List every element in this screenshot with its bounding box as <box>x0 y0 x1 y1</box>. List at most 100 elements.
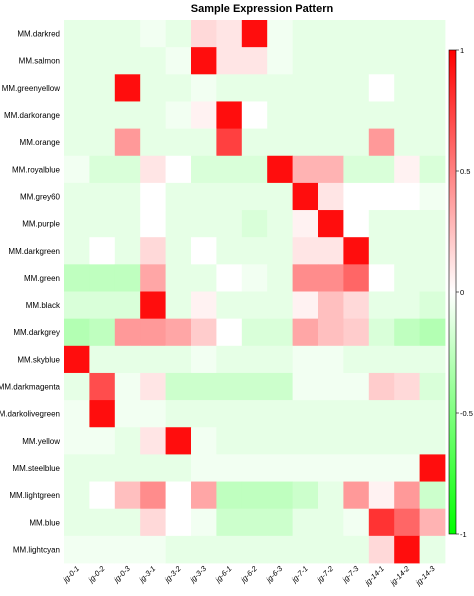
heatmap-cell <box>343 237 370 265</box>
heatmap-cell <box>89 345 116 374</box>
heatmap-cell <box>165 400 192 428</box>
heatmap-cell <box>165 47 192 75</box>
heatmap-cell <box>89 155 116 184</box>
heatmap-cell <box>267 481 293 510</box>
heatmap-cell <box>140 372 166 401</box>
heatmap-cell <box>89 20 116 48</box>
heatmap-cell <box>267 47 293 75</box>
heatmap-cell <box>216 427 243 455</box>
colorbar: 1 0.5 0 -0.5 -1 <box>448 46 473 539</box>
column-label: jg-3-3 <box>187 563 208 584</box>
heatmap-cell <box>191 318 217 347</box>
heatmap-cell <box>140 318 166 347</box>
heatmap-cell <box>64 210 90 238</box>
heatmap-cell <box>89 372 116 401</box>
heatmap-cell <box>216 210 243 238</box>
heatmap-cell <box>114 400 141 428</box>
heatmap-cell <box>140 400 166 428</box>
heatmap-cell <box>394 318 420 347</box>
row-label: MM.skyblue <box>17 355 60 364</box>
heatmap-cell <box>368 128 395 157</box>
column-label: jg-0-2 <box>86 563 107 584</box>
heatmap-cell <box>267 508 293 537</box>
heatmap-cell <box>64 454 90 482</box>
heatmap-cell <box>419 47 446 75</box>
row-label: MM.yellow <box>22 437 60 446</box>
heatmap-cell <box>292 210 319 238</box>
heatmap-cell <box>419 182 446 211</box>
heatmap-cell <box>140 454 166 482</box>
heatmap-cell <box>267 101 293 129</box>
heatmap-cell <box>292 427 319 455</box>
heatmap-cell <box>318 47 344 75</box>
heatmap-cell <box>267 400 293 428</box>
heatmap-cell <box>267 427 293 455</box>
heatmap-cell <box>241 345 268 374</box>
column-label: jg-14-3 <box>413 563 437 587</box>
heatmap-cell <box>216 372 243 401</box>
heatmap-cell <box>343 47 370 75</box>
heatmap-cell <box>165 345 192 374</box>
heatmap-cell <box>64 400 90 428</box>
heatmap-cell <box>343 74 370 102</box>
heatmap-cell <box>140 291 166 320</box>
heatmap-cell <box>267 291 293 320</box>
column-labels: jg-0-1 jg-0-2 jg-0-3 jg-3-1 jg-3-2 jg-3-3 jg-6… <box>60 563 437 587</box>
heatmap-cell <box>114 47 141 75</box>
heatmap-cell <box>419 427 446 455</box>
heatmap-cell <box>368 155 395 184</box>
heatmap-cell <box>368 291 395 320</box>
heatmap-cell <box>140 264 166 292</box>
heatmap-cell <box>343 535 370 564</box>
heatmap-cell <box>267 372 293 401</box>
heatmap-cell <box>114 372 141 401</box>
heatmap-cell <box>292 318 319 347</box>
heatmap-cell <box>343 481 370 510</box>
heatmap-cell <box>165 481 192 510</box>
heatmap-cell <box>394 345 420 374</box>
heatmap-cell <box>318 74 344 102</box>
heatmap-cell <box>419 454 446 482</box>
heatmap-cell <box>318 318 344 347</box>
heatmap-cell <box>64 237 90 265</box>
heatmap-cell <box>394 291 420 320</box>
heatmap-cell <box>368 400 395 428</box>
heatmap-cell <box>64 264 90 292</box>
heatmap-cell <box>191 128 217 157</box>
heatmap-cell <box>292 74 319 102</box>
row-label: MM.royalblue <box>12 165 61 174</box>
heatmap-cell <box>241 400 268 428</box>
heatmap-cell <box>419 481 446 510</box>
heatmap-cell <box>89 101 116 129</box>
heatmap-cell <box>165 237 192 265</box>
heatmap-cell <box>318 101 344 129</box>
heatmap-cell <box>241 101 268 129</box>
heatmap-cell <box>64 318 90 347</box>
heatmap-cell <box>343 454 370 482</box>
heatmap-cell <box>140 345 166 374</box>
colorbar-gradient <box>448 49 457 535</box>
colorbar-tick-label: 0.5 <box>460 167 470 176</box>
column-label: jg-3-1 <box>137 564 158 585</box>
heatmap-cell <box>241 427 268 455</box>
heatmap-cell <box>267 237 293 265</box>
heatmap-cell <box>394 74 420 102</box>
heatmap-cell <box>368 427 395 455</box>
heatmap-cell <box>419 318 446 347</box>
heatmap-cell <box>241 210 268 238</box>
row-label: MM.steelblue <box>12 464 60 473</box>
heatmap-cell <box>89 74 116 102</box>
heatmap-cell <box>216 20 243 48</box>
heatmap-cell <box>318 508 344 537</box>
heatmap-cell <box>267 182 293 211</box>
heatmap-cell <box>165 535 192 564</box>
column-label: jg-6-3 <box>264 563 285 584</box>
heatmap-cell <box>318 291 344 320</box>
heatmap-cell <box>267 128 293 157</box>
heatmap-cell <box>368 74 395 102</box>
heatmap-cell <box>394 47 420 75</box>
heatmap-cell <box>343 101 370 129</box>
heatmap-cell <box>292 264 319 292</box>
heatmap-cell <box>394 155 420 184</box>
heatmap-cell <box>241 372 268 401</box>
